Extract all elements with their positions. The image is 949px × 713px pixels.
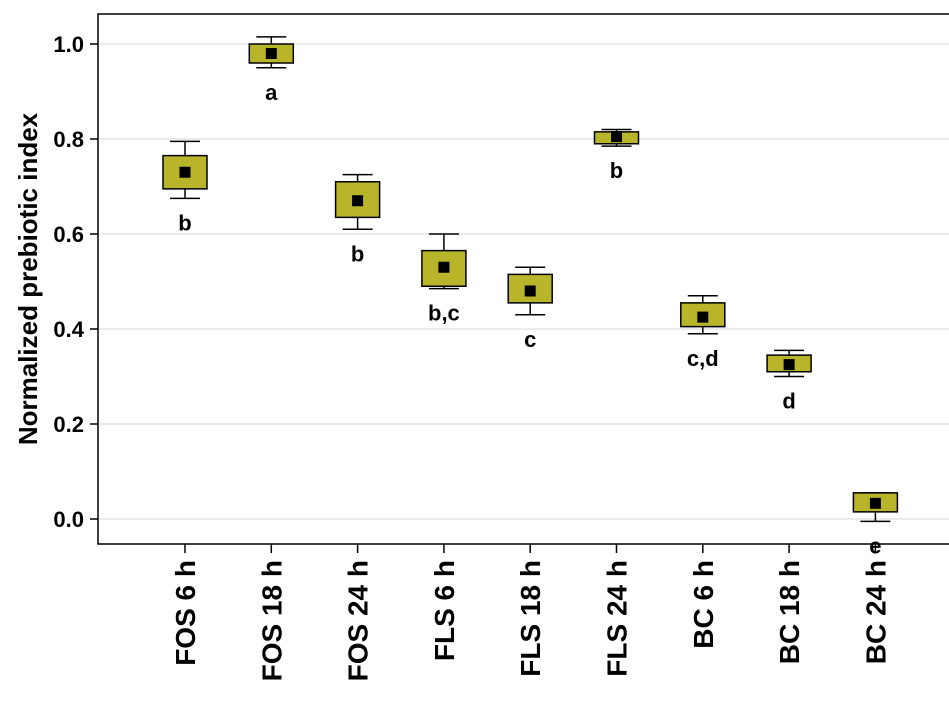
x-tick-label: FOS 6 h [170,560,201,666]
box-plot: b [334,173,381,266]
box-plot: e [852,492,899,558]
significance-letter: a [265,80,278,105]
y-tick-label: 0.8 [53,127,84,152]
y-tick-label: 0.0 [53,507,84,532]
x-tick-label: BC 18 h [774,560,805,664]
mean-marker [869,497,881,509]
mean-marker [611,131,622,143]
box-plot: c [507,266,553,352]
box-plot: a [248,36,295,105]
significance-letter: e [869,533,881,558]
significance-letter: b [178,210,191,235]
significance-letter: c,d [687,346,719,371]
y-tick-label: 0.2 [53,412,84,437]
x-tick-label: FOS 18 h [256,560,287,681]
mean-marker [265,48,277,59]
box-plot: c,d [680,295,726,371]
box-plot: d [766,349,812,414]
boxes: b a b b,c c b c,d d e [162,36,899,558]
y-tick-label: 0.4 [53,317,84,342]
y-axis: 0.0 0.2 0.4 0.6 0.8 1.0 [53,32,98,532]
significance-letter: d [782,389,795,414]
grid-lines [98,43,949,520]
y-tick-label: 1.0 [53,32,84,57]
mean-marker [438,261,450,273]
significance-letter: b [610,158,623,183]
box-plot: b,c [421,233,467,326]
x-tick-label: FLS 18 h [515,560,546,677]
significance-letter: b,c [428,301,460,326]
x-tick-label: FLS 24 h [602,560,633,677]
significance-letter: c [524,327,536,352]
x-tick-label: BC 6 h [688,560,719,649]
box-plot: b [162,140,208,235]
significance-letter: b [351,241,364,266]
x-tick-label: BC 24 h [860,560,891,664]
mean-marker [783,359,795,371]
mean-marker [697,311,709,323]
y-tick-label: 0.6 [53,222,84,247]
mean-marker [179,166,191,178]
box-plot: b [593,128,640,183]
plot-frame [97,13,949,545]
x-tick-label: FLS 6 h [429,560,460,661]
x-tick-label: FOS 24 h [343,560,374,681]
x-axis: FOS 6 h FOS 18 h FOS 24 h FLS 6 h FLS 18 h FL… [170,544,891,681]
mean-marker [352,195,364,207]
mean-marker [524,285,536,297]
y-axis-label: Normalized prebiotic index [13,112,43,445]
